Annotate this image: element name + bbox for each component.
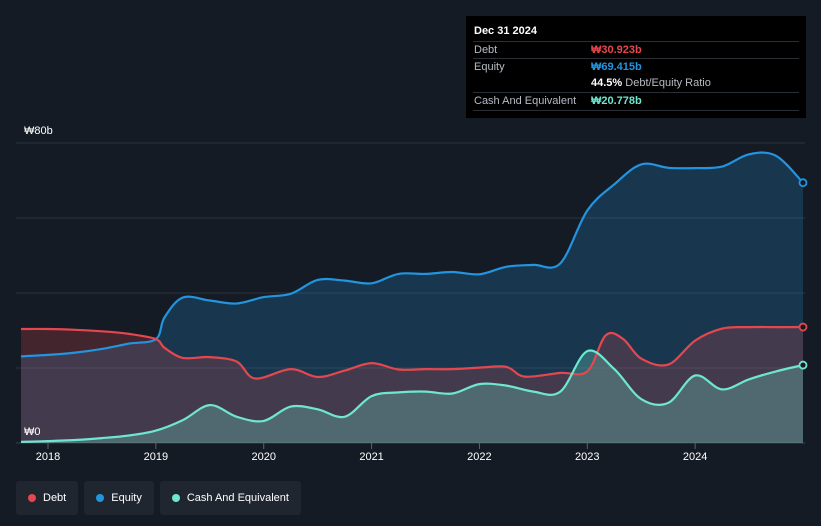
cash-endpoint — [798, 360, 808, 370]
x-axis-ticks: 2018 2019 2020 2021 2022 2023 2024 — [36, 443, 707, 463]
equity-area — [21, 152, 803, 443]
equity-dot-icon — [96, 494, 105, 502]
tooltip-ratio-value: 44.5% — [591, 77, 623, 89]
debt-endpoint — [798, 322, 808, 332]
cash-line — [20, 349, 804, 443]
x-tick-label: 2019 — [144, 451, 168, 463]
cash-area — [21, 350, 803, 443]
legend-cash-label: Cash And Equivalent — [186, 492, 289, 504]
debt-line — [20, 325, 804, 380]
tooltip-cash-label: Cash And Equivalent — [474, 95, 577, 107]
tooltip-divider — [473, 110, 799, 111]
tooltip-row-equity: Equity ₩69.415b — [473, 58, 799, 76]
gridlines — [16, 142, 805, 444]
series-endpoints — [798, 178, 808, 370]
tooltip-debt-value: ₩30.923b — [591, 44, 642, 56]
cash-dot-icon — [171, 494, 180, 502]
equity-endpoint — [798, 178, 808, 188]
tooltip-row-debt: Debt ₩30.923b — [473, 41, 799, 59]
legend-item-cash[interactable]: Cash And Equivalent — [159, 481, 301, 515]
series-lines — [20, 151, 804, 443]
tooltip-ratio-label: Debt/Equity Ratio — [625, 77, 711, 89]
tooltip-cash-value: ₩20.778b — [591, 95, 642, 107]
series-areas — [21, 152, 803, 443]
y-axis-label: ₩0 — [24, 426, 41, 438]
legend-item-debt[interactable]: Debt — [16, 481, 79, 515]
x-tick-label: 2022 — [467, 451, 491, 463]
tooltip-date: Dec 31 2024 — [474, 25, 537, 37]
legend-item-equity[interactable]: Equity — [84, 481, 154, 515]
x-tick-label: 2018 — [36, 451, 60, 463]
x-tick-label: 2024 — [683, 451, 707, 463]
x-tick-label: 2023 — [575, 451, 599, 463]
tooltip-row-cash: Cash And Equivalent ₩20.778b — [473, 92, 799, 110]
legend-equity-label: Equity — [111, 492, 142, 504]
x-tick-label: 2021 — [359, 451, 383, 463]
x-tick-label: 2020 — [251, 451, 275, 463]
debt-dot-icon — [28, 494, 36, 502]
debt-area — [21, 327, 803, 443]
legend: Debt Equity Cash And Equivalent — [16, 481, 301, 515]
tooltip-ratio: 44.5% Debt/Equity Ratio — [591, 77, 711, 89]
tooltip-equity-label: Equity — [474, 61, 505, 73]
y-axis-labels: ₩80b ₩0 — [24, 125, 53, 438]
y-axis-label: ₩80b — [24, 125, 53, 137]
tooltip-panel: Dec 31 2024 Debt ₩30.923b Equity ₩69.415… — [466, 16, 806, 118]
legend-debt-label: Debt — [43, 492, 67, 504]
tooltip-equity-value: ₩69.415b — [591, 61, 642, 73]
tooltip-debt-label: Debt — [474, 44, 498, 56]
